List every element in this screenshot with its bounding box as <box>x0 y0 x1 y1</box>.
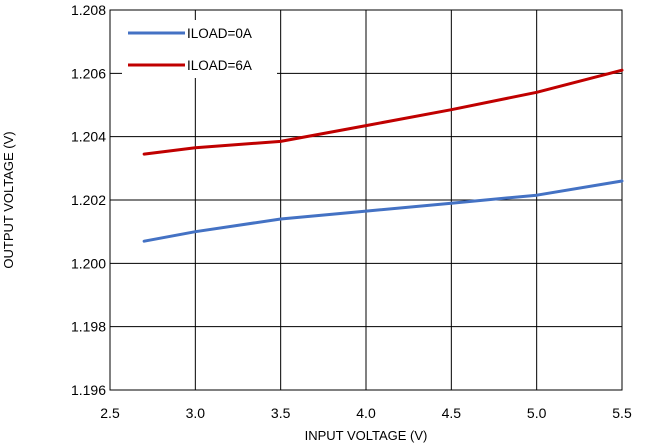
y-tick-label: 1.206 <box>71 65 106 81</box>
legend-background <box>122 20 277 78</box>
legend-label-2: ILOAD=6A <box>187 58 252 73</box>
series-line-2 <box>142 68 624 156</box>
x-tick-label: 5.5 <box>612 405 632 421</box>
x-tick-label: 3.5 <box>271 405 291 421</box>
y-tick-label: 1.196 <box>71 382 106 398</box>
y-tick-label: 1.204 <box>71 129 106 145</box>
legend: ILOAD=0A ILOAD=6A <box>128 26 252 73</box>
x-tick-label: 3.0 <box>186 405 206 421</box>
x-tick-labels: 2.5 3.0 3.5 4.0 4.5 5.0 5.5 <box>100 405 632 421</box>
y-tick-labels: 1.196 1.198 1.200 1.202 1.204 1.206 1.208 <box>71 2 106 398</box>
x-axis-title: INPUT VOLTAGE (V) <box>305 428 428 443</box>
series-lines <box>142 68 624 243</box>
legend-label-1: ILOAD=0A <box>187 26 252 41</box>
x-tick-label: 2.5 <box>100 405 120 421</box>
y-tick-label: 1.198 <box>71 319 106 335</box>
plot-frame <box>109 9 623 391</box>
y-axis-title: OUTPUT VOLTAGE (V) <box>1 131 16 268</box>
series-line-1 <box>142 179 624 243</box>
x-tick-label: 5.0 <box>527 405 547 421</box>
x-tick-label: 4.5 <box>442 405 462 421</box>
x-tick-label: 4.0 <box>356 405 376 421</box>
y-tick-label: 1.200 <box>71 255 106 271</box>
y-tick-label: 1.202 <box>71 192 106 208</box>
y-tick-label: 1.208 <box>71 2 106 18</box>
